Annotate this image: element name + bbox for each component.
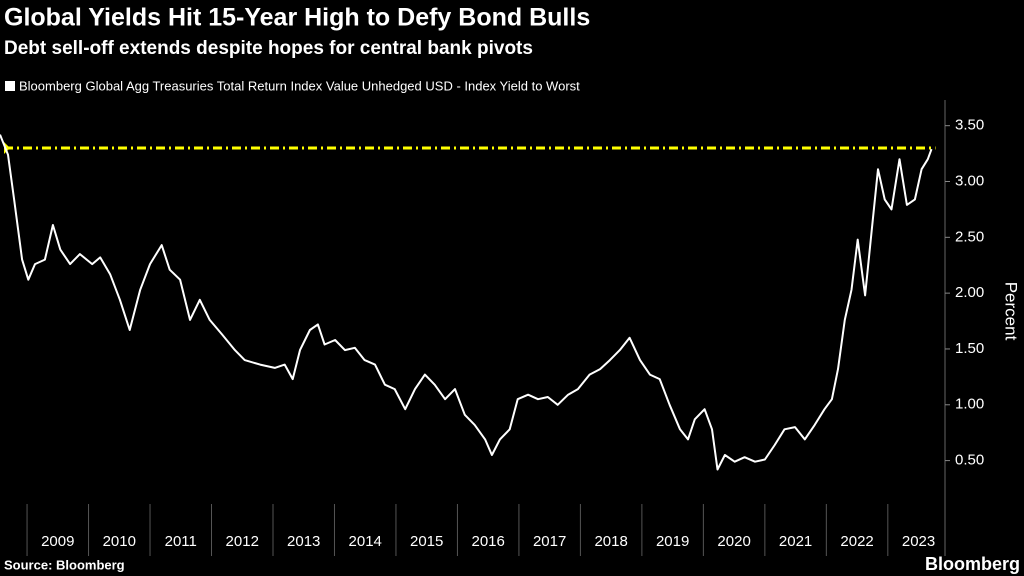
chart-title: Global Yields Hit 15-Year High to Defy B… bbox=[4, 4, 590, 32]
x-tick-label: 2022 bbox=[840, 533, 873, 550]
y-tick-label: 1.00 bbox=[955, 396, 984, 413]
y-tick-label: 1.50 bbox=[955, 340, 984, 357]
y-tick-label: 3.50 bbox=[955, 117, 984, 134]
x-tick-label: 2017 bbox=[533, 533, 566, 550]
x-tick-label: 2018 bbox=[594, 533, 627, 550]
y-tick-label: 3.00 bbox=[955, 172, 984, 189]
y-axis-label: Percent bbox=[1002, 282, 1021, 341]
series-line bbox=[0, 134, 933, 471]
legend-label: Bloomberg Global Agg Treasuries Total Re… bbox=[19, 78, 580, 93]
x-tick-label: 2013 bbox=[287, 533, 320, 550]
source: Source: Bloomberg bbox=[4, 557, 125, 572]
x-tick-label: 2015 bbox=[410, 533, 443, 550]
x-tick-label: 2012 bbox=[226, 533, 259, 550]
y-tick-label: 2.00 bbox=[955, 284, 984, 301]
x-tick-label: 2011 bbox=[165, 533, 197, 550]
brand: Bloomberg bbox=[925, 554, 1020, 574]
x-tick-label: 2020 bbox=[717, 533, 750, 550]
x-tick-label: 2010 bbox=[103, 533, 136, 550]
x-tick-label: 2016 bbox=[471, 533, 504, 550]
y-tick-label: 0.50 bbox=[955, 452, 984, 469]
chart-subtitle: Debt sell-off extends despite hopes for … bbox=[4, 38, 533, 59]
x-tick-label: 2014 bbox=[349, 533, 382, 550]
x-tick-label: 2021 bbox=[779, 533, 812, 550]
legend-swatch bbox=[5, 81, 15, 91]
x-tick-label: 2023 bbox=[902, 533, 935, 550]
x-tick-label: 2019 bbox=[656, 533, 689, 550]
y-tick-label: 2.50 bbox=[955, 228, 984, 245]
x-tick-label: 2009 bbox=[41, 533, 74, 550]
